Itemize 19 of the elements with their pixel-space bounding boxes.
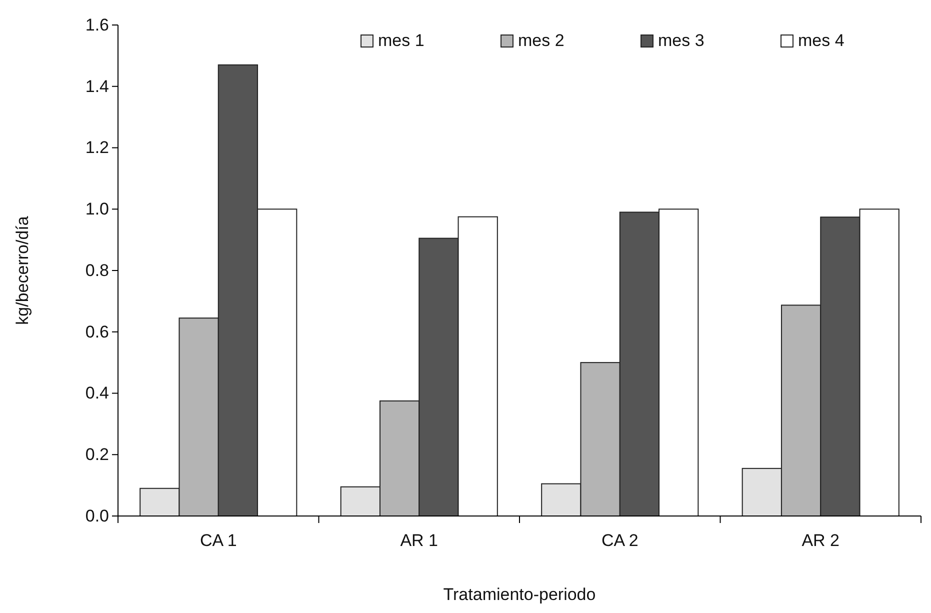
legend-label: mes 3 (658, 31, 704, 50)
x-tick-label: CA 1 (200, 531, 237, 550)
x-axis-title: Tratamiento-periodo (443, 585, 596, 604)
y-tick-label: 0.8 (85, 260, 109, 280)
legend-label: mes 4 (798, 31, 844, 50)
legend-label: mes 1 (378, 31, 424, 50)
y-tick-label: 1.0 (85, 200, 109, 219)
x-tick-label: CA 2 (601, 531, 638, 550)
y-axis-title: kg/becerro/día (13, 216, 32, 325)
legend-label: mes 2 (518, 31, 564, 50)
x-tick-label: AR 2 (802, 531, 840, 550)
y-tick-label: 0.6 (85, 322, 109, 342)
y-tick-label: 1.6 (85, 15, 109, 34)
y-tick-label: 0.2 (85, 445, 109, 464)
x-tick-label: AR 1 (400, 531, 438, 550)
y-tick-label: 0.4 (85, 384, 109, 403)
y-tick-label: 0.0 (85, 506, 109, 526)
y-tick-label: 1.2 (85, 138, 109, 158)
y-tick-label: 1.4 (85, 76, 109, 96)
